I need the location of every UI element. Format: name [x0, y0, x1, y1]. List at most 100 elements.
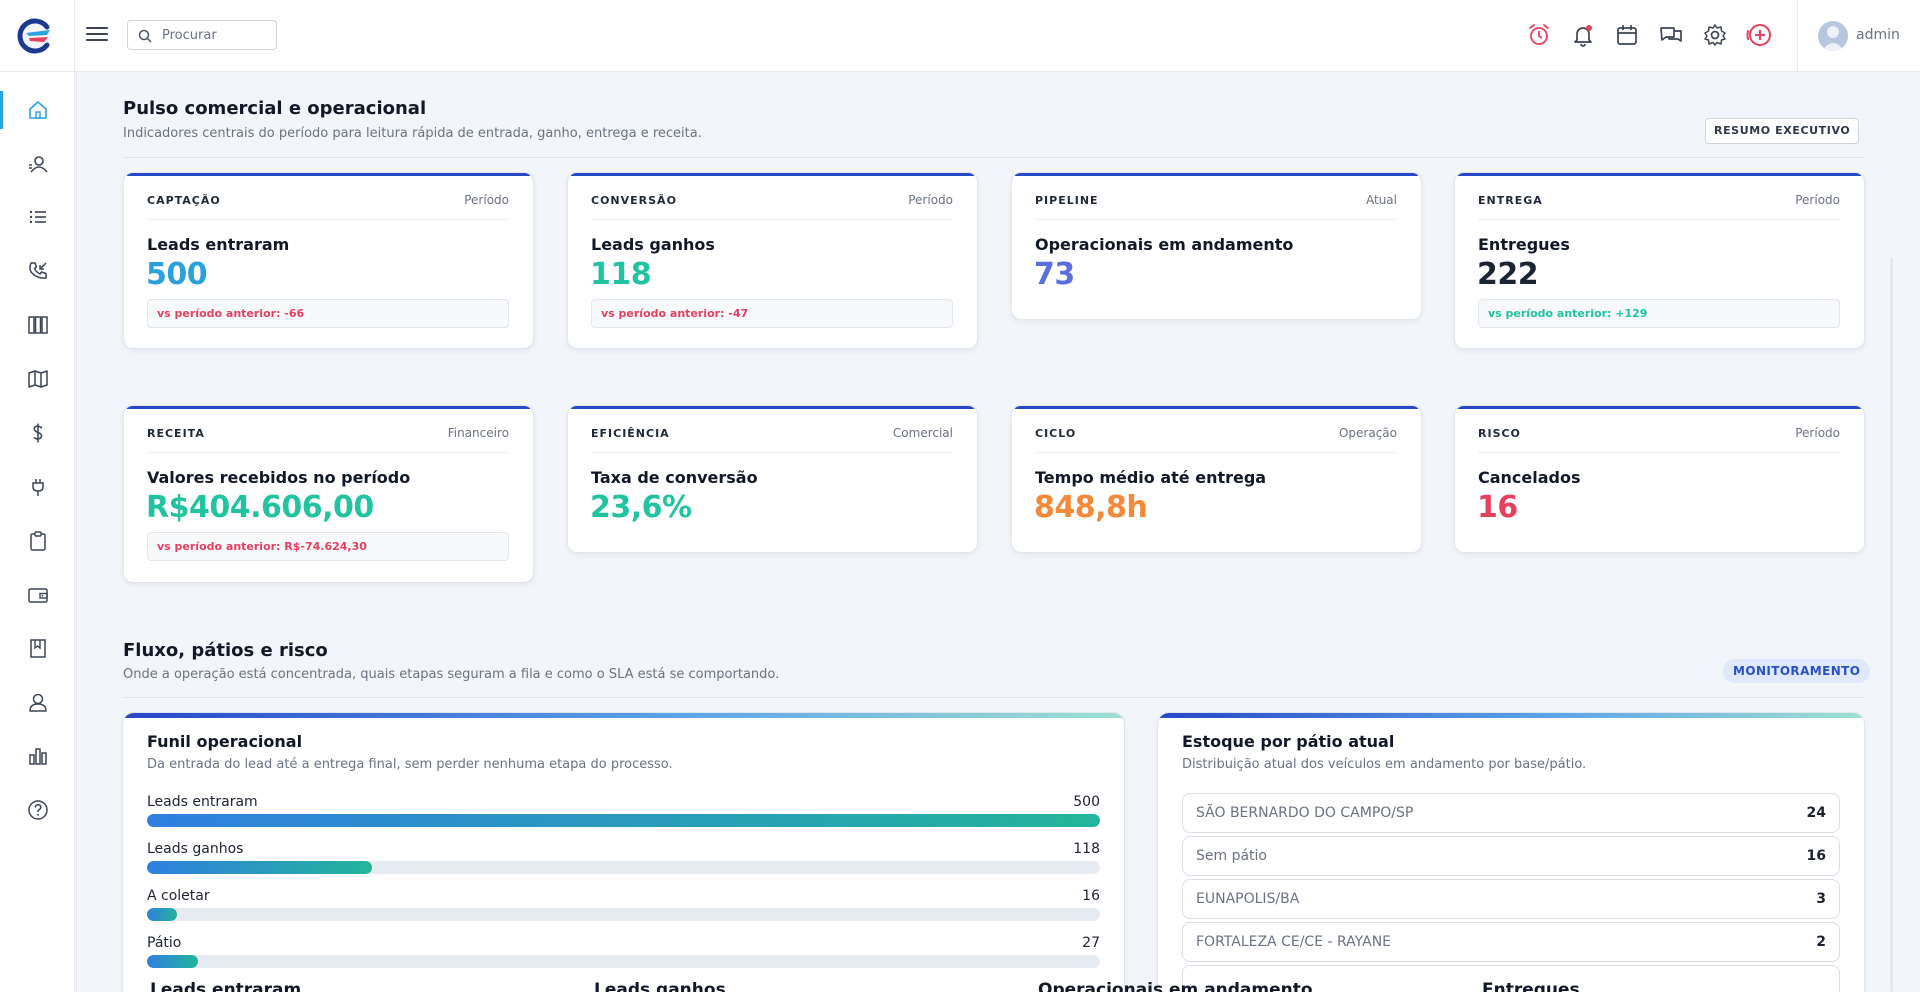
- list-icon: [29, 210, 46, 224]
- kpi-comparison: vs período anterior: -66: [147, 299, 509, 328]
- user-avatar-icon: [1822, 26, 1844, 51]
- calendar-icon[interactable]: [1614, 22, 1640, 48]
- dollar-icon: [32, 423, 42, 443]
- section-title-fluxo: Fluxo, pátios e risco: [123, 640, 328, 661]
- user-name[interactable]: admin: [1856, 27, 1900, 43]
- plug-icon: [31, 479, 44, 496]
- kpi-value: 16: [1477, 490, 1518, 525]
- kpi-scope: Atual: [1366, 193, 1397, 207]
- funnel-value: 27: [1082, 935, 1100, 951]
- kpi-divider: [591, 219, 953, 220]
- page-scrollbar[interactable]: [1890, 258, 1893, 992]
- kpi-title: Operacionais em andamento: [1035, 235, 1294, 254]
- funnel-label: Pátio: [147, 935, 182, 951]
- kpi-card-captacao: CAPTAÇÃO Período Leads entraram 500 vs p…: [123, 172, 534, 349]
- funnel-value: 16: [1082, 888, 1100, 904]
- kpi-card-conversao: CONVERSÃO Período Leads ganhos 118 vs pe…: [567, 172, 978, 349]
- hamburger-menu-button[interactable]: [86, 24, 108, 46]
- kpi-category: CONVERSÃO: [591, 194, 677, 207]
- sidebar-item-home[interactable]: [0, 87, 75, 133]
- kpi-comparison: vs período anterior: +129: [1478, 299, 1840, 328]
- funnel-row: A coletar 16: [147, 888, 1100, 926]
- funnel-track: [147, 955, 1100, 968]
- search-input[interactable]: [162, 25, 270, 45]
- kpi-divider: [591, 452, 953, 453]
- kpi-scope: Financeiro: [447, 426, 509, 440]
- sticky-kpi-label: Entregues: [1482, 980, 1580, 992]
- sidebar-item-finance[interactable]: [0, 410, 75, 456]
- add-circle-icon[interactable]: [1746, 22, 1772, 48]
- kpi-value: 118: [590, 257, 652, 292]
- chat-icon[interactable]: [1658, 22, 1684, 48]
- avatar[interactable]: [1818, 21, 1848, 51]
- app-logo[interactable]: [17, 18, 55, 54]
- panel-title: Estoque por pátio atual: [1182, 732, 1395, 751]
- yard-row[interactable]: FORTALEZA CE/CE - RAYANE 2: [1182, 922, 1840, 962]
- funnel-bar: [147, 861, 372, 874]
- kpi-scope: Operação: [1338, 426, 1397, 440]
- kpi-category: CICLO: [1035, 427, 1077, 440]
- yard-row[interactable]: EUNAPOLIS/BA 3: [1182, 879, 1840, 919]
- kpi-value: R$404.606,00: [146, 490, 374, 525]
- sidebar-item-list[interactable]: [0, 194, 75, 240]
- panel-title: Funil operacional: [147, 732, 303, 751]
- kpi-card-receita: RECEITA Financeiro Valores recebidos no …: [123, 405, 534, 583]
- kpi-value: 23,6%: [590, 490, 692, 525]
- kpi-divider: [1035, 219, 1397, 220]
- kpi-divider: [147, 219, 509, 220]
- gear-icon[interactable]: [1702, 22, 1728, 48]
- yard-name: EUNAPOLIS/BA: [1196, 891, 1300, 907]
- sidebar-item-map[interactable]: [0, 356, 75, 402]
- yard-row[interactable]: SÃO BERNARDO DO CAMPO/SP 24: [1182, 793, 1840, 833]
- yard-name: FORTALEZA CE/CE - RAYANE: [1196, 934, 1392, 950]
- kpi-value: 73: [1034, 257, 1075, 292]
- funnel-bar: [147, 814, 1100, 827]
- yard-stock-panel: Estoque por pátio atual Distribuição atu…: [1157, 712, 1865, 992]
- kpi-divider: [1478, 452, 1840, 453]
- user-divider: [1797, 0, 1798, 72]
- phone-incoming-icon: [28, 262, 47, 279]
- kpi-scope: Comercial: [892, 426, 953, 440]
- section-divider: [123, 697, 1865, 698]
- funnel-value: 118: [1073, 841, 1100, 857]
- resumo-executivo-badge[interactable]: RESUMO EXECUTIVO: [1705, 118, 1860, 144]
- sidebar-item-contacts[interactable]: [0, 141, 75, 187]
- kpi-title: Taxa de conversão: [591, 468, 758, 487]
- bell-icon[interactable]: [1570, 22, 1596, 48]
- sidebar-item-users[interactable]: [0, 679, 75, 725]
- sidebar-item-help[interactable]: [0, 787, 75, 833]
- search-icon: [138, 29, 152, 43]
- sidebar-item-integrations[interactable]: [0, 464, 75, 510]
- kpi-divider: [1478, 219, 1840, 220]
- sidebar-item-tasks[interactable]: [0, 518, 75, 564]
- monitoramento-badge[interactable]: MONITORAMENTO: [1723, 659, 1871, 683]
- kpi-card-risco: RISCO Período Cancelados 16: [1454, 405, 1865, 553]
- yard-row[interactable]: Sem pátio 16: [1182, 836, 1840, 876]
- kpi-title: Leads entraram: [147, 235, 290, 254]
- kpi-title: Cancelados: [1478, 468, 1581, 487]
- yard-row[interactable]: [1182, 965, 1840, 992]
- kpi-category: EFICIÊNCIA: [591, 427, 670, 440]
- kpi-scope: Período: [1795, 426, 1840, 440]
- kpi-card-eficiencia: EFICIÊNCIA Comercial Taxa de conversão 2…: [567, 405, 978, 553]
- sidebar-item-calls[interactable]: [0, 248, 75, 294]
- funnel-label: Leads entraram: [147, 794, 258, 810]
- sticky-kpi-label: Operacionais em andamento: [1038, 980, 1313, 992]
- sidebar-item-wallet[interactable]: [0, 572, 75, 618]
- wallet-icon: [27, 588, 48, 603]
- funnel-value: 500: [1073, 794, 1100, 810]
- sidebar-item-saved[interactable]: [0, 625, 75, 671]
- yard-count: 3: [1816, 891, 1826, 907]
- kpi-card-pipeline: PIPELINE Atual Operacionais em andamento…: [1011, 172, 1422, 320]
- sticky-kpi-label: Leads entraram: [150, 980, 302, 992]
- bookmark-icon: [29, 639, 46, 658]
- section-subtitle-pulso: Indicadores centrais do período para lei…: [123, 126, 702, 141]
- sidebar-item-board[interactable]: [0, 302, 75, 348]
- sidebar-item-reports[interactable]: [0, 733, 75, 779]
- yard-count: 2: [1816, 934, 1826, 950]
- kpi-divider: [1035, 452, 1397, 453]
- funnel-panel: Funil operacional Da entrada do lead até…: [122, 712, 1125, 992]
- clipboard-icon: [29, 531, 46, 551]
- alarm-clock-icon[interactable]: [1526, 22, 1552, 48]
- funnel-bar: [147, 908, 178, 921]
